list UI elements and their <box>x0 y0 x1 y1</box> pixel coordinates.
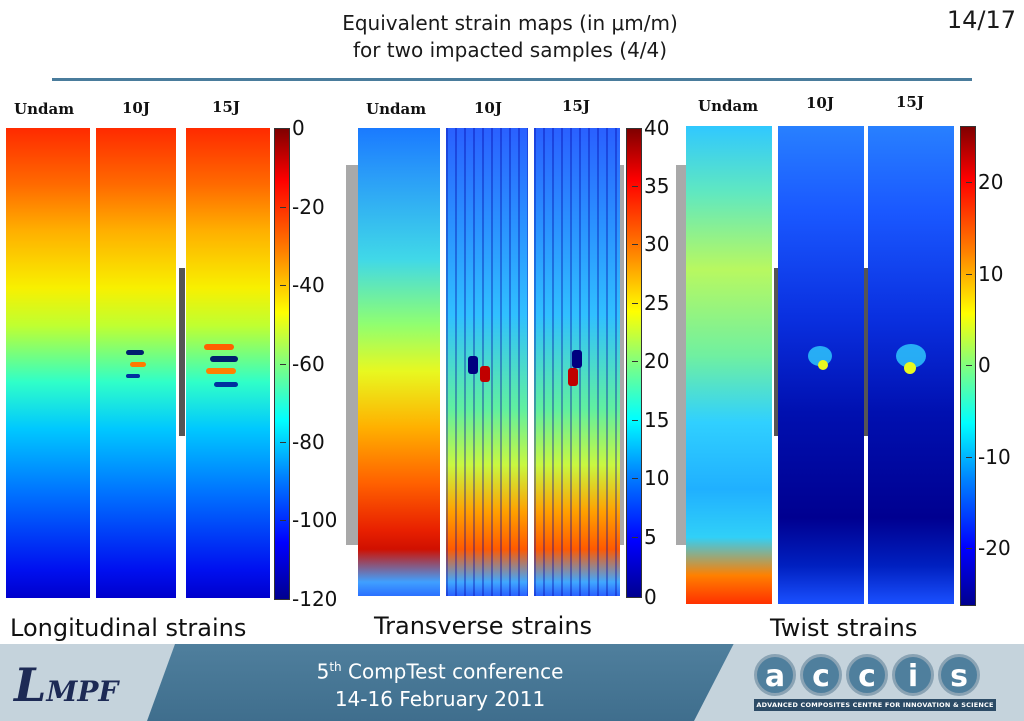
strain-map-twist-10j <box>778 126 864 604</box>
lmpf-logo-rest: MPF <box>46 675 119 708</box>
strain-map-longitudinal-undam <box>6 128 90 598</box>
colorbar-tick: 25 <box>631 291 670 315</box>
colorbar-tick: -40 <box>280 273 325 297</box>
colorbar-tick: -20 <box>966 536 1011 560</box>
colorbar-tick: -80 <box>280 430 325 454</box>
footer-band: LMPF 5th CompTest conference 14-16 Febru… <box>0 644 1024 721</box>
sample-label-15j: 15J <box>212 98 240 116</box>
mount-shadow <box>676 165 688 545</box>
colorbar-tick: -10 <box>966 445 1011 469</box>
conference-ordinal-suffix: th <box>329 660 342 674</box>
sample-label-undam: Undam <box>698 97 759 115</box>
accis-logo: a c c i s ADVANCED COMPOSITES CENTRE FOR… <box>754 654 996 712</box>
colorbar-tick: -20 <box>280 195 325 219</box>
strain-map-longitudinal-10j <box>96 128 176 598</box>
strain-map-longitudinal-15j <box>186 128 270 598</box>
accis-letter: a <box>754 654 796 696</box>
colorbar-tick: 10 <box>965 262 1004 286</box>
sample-label-10j: 10J <box>122 99 150 117</box>
colorbar-transverse <box>626 128 642 598</box>
sample-label-10j: 10J <box>806 94 834 112</box>
footer-right-box: a c c i s ADVANCED COMPOSITES CENTRE FOR… <box>694 644 1024 721</box>
accis-letter: c <box>846 654 888 696</box>
mount-shadow <box>864 268 870 436</box>
sample-label-10j: 10J <box>474 99 502 117</box>
strain-map-transverse-15j <box>534 128 620 596</box>
accis-letter: c <box>800 654 842 696</box>
strain-map-twist-undam <box>686 126 772 604</box>
sample-label-15j: 15J <box>562 97 590 115</box>
colorbar-tick: 20 <box>631 349 670 373</box>
title-divider <box>52 78 972 81</box>
colorbar-tick: 20 <box>965 170 1004 194</box>
strain-map-transverse-undam <box>358 128 440 596</box>
colorbar-twist <box>960 126 976 606</box>
colorbar-tick: -60 <box>280 352 325 376</box>
mount-shadow <box>346 165 360 545</box>
mount-shadow <box>179 268 185 436</box>
colorbar-tick: 10 <box>631 466 670 490</box>
accis-letter: s <box>938 654 980 696</box>
caption-transverse: Transverse strains <box>374 612 593 640</box>
slide-title-line2: for two impacted samples (4/4) <box>352 38 668 62</box>
conference-title: CompTest conference <box>341 659 564 684</box>
colorbar-tick: 40 <box>631 116 670 140</box>
colorbar-tick: 0 <box>632 585 657 609</box>
page-number: 14/17 <box>946 6 1016 34</box>
lmpf-logo: LMPF <box>14 658 118 712</box>
conference-dates: 14-16 February 2011 <box>334 686 546 711</box>
sample-label-undam: Undam <box>366 100 427 118</box>
colorbar-tick: -120 <box>279 587 338 611</box>
caption-longitudinal: Longitudinal strains <box>10 614 247 642</box>
colorbar-tick: 0 <box>966 353 991 377</box>
conference-info: 5th CompTest conference 14-16 February 2… <box>270 654 610 713</box>
slide-title: Equivalent strain maps (in μm/m) for two… <box>160 10 860 64</box>
sample-label-15j: 15J <box>896 93 924 111</box>
conference-name: 5th CompTest conference <box>270 654 610 686</box>
footer-left-box: LMPF <box>0 644 175 721</box>
colorbar-tick: 15 <box>631 408 670 432</box>
colorbar-tick: 0 <box>280 116 305 140</box>
mount-shadow <box>774 268 780 436</box>
slide-title-line1: Equivalent strain maps (in μm/m) <box>342 11 678 35</box>
colorbar-tick: -100 <box>279 508 338 532</box>
strain-map-twist-15j <box>868 126 954 604</box>
accis-letter: i <box>892 654 934 696</box>
strain-map-transverse-10j <box>446 128 528 596</box>
sample-label-undam: Undam <box>14 100 75 118</box>
conference-ordinal: 5 <box>316 659 330 684</box>
colorbar-tick: 30 <box>631 232 670 256</box>
caption-twist: Twist strains <box>770 614 918 642</box>
colorbar-tick: 5 <box>632 525 657 549</box>
lmpf-logo-l: L <box>14 658 47 712</box>
accis-tagline: ADVANCED COMPOSITES CENTRE FOR INNOVATIO… <box>754 699 996 711</box>
colorbar-tick: 35 <box>631 174 670 198</box>
